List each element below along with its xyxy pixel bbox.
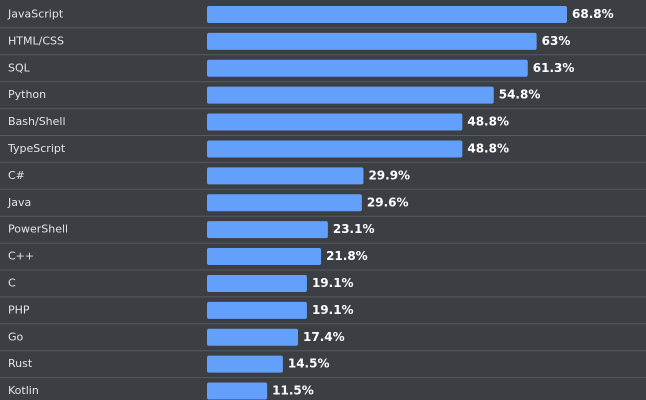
value-label: 61.3% [533, 61, 575, 75]
bar-sql [207, 59, 528, 77]
category-label: Java [7, 196, 31, 209]
value-label: 48.8% [467, 115, 509, 129]
category-label: HTML/CSS [8, 34, 64, 47]
chart-row-powershell: PowerShell 23.1% [0, 221, 646, 244]
chart-row-c: C# 29.9% [0, 167, 646, 190]
chart-row-typescript: TypeScript 48.8% [0, 140, 646, 163]
category-label: SQL [8, 61, 31, 74]
value-label: 54.8% [499, 88, 541, 102]
bar-go [207, 328, 299, 346]
category-label: Python [8, 88, 46, 101]
chart-row-rust: Rust 14.5% [0, 355, 646, 379]
value-label: 21.8% [326, 249, 368, 263]
category-label: PHP [8, 303, 30, 316]
bar-bash-shell [207, 113, 463, 131]
value-label: 19.1% [312, 276, 354, 290]
bar-c [207, 274, 307, 292]
bar-javascript [207, 5, 567, 23]
value-label: 19.1% [312, 303, 354, 317]
chart-row-html-css: HTML/CSS 63% [0, 32, 646, 56]
category-label: JavaScript [7, 7, 64, 20]
category-label: C# [8, 169, 25, 182]
bar-c [207, 248, 322, 266]
value-label: 68.8% [572, 7, 614, 21]
chart-row-javascript: JavaScript 68.8% [0, 5, 646, 29]
bar-powershell [207, 221, 328, 239]
category-label: Bash/Shell [8, 115, 66, 128]
chart-row-sql: SQL 61.3% [0, 59, 646, 83]
chart-row-bash-shell: Bash/Shell 48.8% [0, 113, 646, 136]
value-label: 17.4% [303, 330, 345, 344]
category-label: C [8, 276, 16, 289]
category-label: Rust [8, 357, 33, 370]
bar-c [207, 167, 364, 185]
chart-row-python: Python 54.8% [0, 86, 646, 110]
bar-php [207, 301, 307, 319]
value-label: 63% [542, 34, 571, 48]
bar-kotlin [207, 382, 268, 400]
chart-row-php: PHP 19.1% [0, 301, 646, 325]
value-label: 29.9% [368, 168, 410, 182]
bar-java [207, 194, 362, 212]
bar-html-css [207, 32, 537, 50]
category-label: PowerShell [8, 223, 68, 236]
bar-typescript [207, 140, 463, 158]
chart-row-go: Go 17.4% [0, 328, 646, 352]
category-label: Go [8, 330, 24, 343]
chart-row-c: C++ 21.8% [0, 248, 646, 271]
chart-row-kotlin: Kotlin 11.5% [8, 382, 314, 400]
value-label: 23.1% [333, 222, 375, 236]
bar-rust [207, 355, 283, 373]
chart-row-java: Java 29.6% [0, 194, 646, 217]
bar-python [207, 86, 494, 104]
category-label: Kotlin [8, 384, 39, 397]
value-label: 14.5% [288, 357, 330, 371]
value-label: 29.6% [367, 195, 409, 209]
chart-rows: JavaScript 68.8% HTML/CSS 63% SQL 61.3% Python… [0, 5, 646, 400]
category-label: C++ [8, 250, 34, 263]
value-label: 48.8% [467, 141, 509, 155]
chart-row-c: C 19.1% [0, 274, 646, 298]
value-label: 11.5% [272, 384, 314, 398]
category-label: TypeScript [7, 142, 66, 155]
